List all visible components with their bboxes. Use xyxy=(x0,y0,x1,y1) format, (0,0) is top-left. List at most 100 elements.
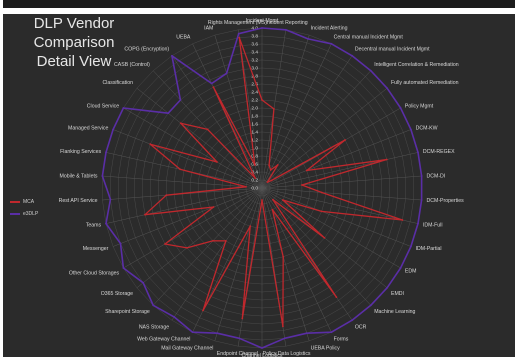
grid-spoke xyxy=(261,187,353,321)
data-point-e3dlp xyxy=(386,286,388,289)
tick-label: 1.8 xyxy=(251,114,258,120)
data-point-mca xyxy=(320,191,323,194)
data-point-e3dlp xyxy=(307,38,309,40)
data-point-mca xyxy=(212,239,214,242)
data-point-mca xyxy=(282,255,285,258)
category-label: Teams xyxy=(86,223,102,229)
chart-title-line: DLP Vendor xyxy=(33,15,115,32)
category-label: O365 Storage xyxy=(101,291,133,297)
grid-spoke xyxy=(261,152,419,189)
data-point-mca xyxy=(241,317,244,320)
tick-label: 1.0 xyxy=(251,146,258,152)
data-point-e3dlp xyxy=(171,54,173,57)
data-point-e3dlp xyxy=(369,304,372,307)
category-label: Policy Mgmt xyxy=(405,103,434,109)
data-point-e3dlp xyxy=(122,107,125,109)
tick-label: 3.0 xyxy=(251,66,258,72)
tick-label: 1.4 xyxy=(251,130,258,136)
grid-spoke xyxy=(261,187,422,201)
grid-spoke xyxy=(261,129,411,189)
data-point-e3dlp xyxy=(410,128,412,131)
data-point-mca xyxy=(212,86,215,88)
data-point-e3dlp xyxy=(417,151,419,154)
tick-label: 3.4 xyxy=(251,50,258,56)
data-point-mca xyxy=(401,219,404,221)
data-point-e3dlp xyxy=(351,319,353,322)
category-label: UEBA Policy xyxy=(311,346,341,352)
data-point-mca xyxy=(323,237,326,239)
data-point-e3dlp xyxy=(173,316,176,318)
category-label: Messenger xyxy=(83,246,109,252)
category-label: COPG (Encryption) xyxy=(124,47,169,53)
data-point-mca xyxy=(186,247,188,249)
data-point-e3dlp xyxy=(420,175,423,177)
data-point-e3dlp xyxy=(283,337,286,340)
category-label: Sharepoint Storage xyxy=(105,309,150,315)
grid-spoke xyxy=(261,187,419,224)
data-point-e3dlp xyxy=(105,151,107,154)
data-point-e3dlp xyxy=(122,267,125,269)
data-point-mca xyxy=(270,179,273,182)
category-label: Incident Alerting xyxy=(311,25,348,31)
category-label: Rest API Service xyxy=(59,198,98,204)
grid-spoke xyxy=(237,187,263,347)
data-point-e3dlp xyxy=(191,331,194,334)
data-point-mca xyxy=(164,243,166,245)
data-point-mca xyxy=(272,198,274,201)
grid-spoke xyxy=(123,107,263,189)
data-point-e3dlp xyxy=(261,347,263,349)
grid-spoke xyxy=(214,187,263,341)
category-label: IDM-Full xyxy=(423,223,443,229)
category-label: IDM-Partial xyxy=(416,246,442,252)
data-point-mca xyxy=(225,240,227,242)
chart-title: DLP Vendor Comparison Detail View xyxy=(14,14,134,71)
tick-label: 3.2 xyxy=(251,58,258,64)
data-point-mca xyxy=(216,161,218,163)
data-point-e3dlp xyxy=(417,222,419,225)
legend-item-e3dlp: e3DLP xyxy=(10,208,38,220)
top-bar xyxy=(3,0,515,8)
category-label: Incident Mgmt xyxy=(246,18,279,24)
data-point-e3dlp xyxy=(237,32,240,35)
data-point-mca xyxy=(273,108,275,110)
category-label: Other Cloud Storages xyxy=(69,271,120,277)
data-point-mca xyxy=(266,181,269,184)
grid-spoke xyxy=(153,187,263,306)
data-point-mca xyxy=(301,184,303,186)
category-label: NAS Storage xyxy=(139,324,169,330)
tick-label: 3.8 xyxy=(251,34,258,40)
data-point-mca xyxy=(206,128,209,131)
grid-spoke xyxy=(102,175,263,189)
category-label: DCM-Properties xyxy=(427,198,465,204)
grid-spoke xyxy=(261,187,310,341)
legend-item-mca: MCA xyxy=(10,196,38,208)
category-label: UEBA xyxy=(176,34,191,40)
legend-swatch-mca xyxy=(10,201,20,203)
category-label: IAM xyxy=(204,25,213,31)
data-point-mca xyxy=(320,210,323,213)
grid-spoke xyxy=(105,187,263,224)
data-point-e3dlp xyxy=(284,28,287,31)
grid-spoke xyxy=(123,187,263,269)
grid-spoke xyxy=(136,88,263,189)
data-point-e3dlp xyxy=(101,175,104,177)
data-point-mca xyxy=(268,164,270,167)
category-label: Web Gateway Channel xyxy=(137,337,190,343)
data-point-e3dlp xyxy=(167,112,170,115)
data-point-mca xyxy=(245,185,247,188)
category-label: Endpoint Channel xyxy=(217,351,258,357)
data-point-mca xyxy=(238,36,241,39)
data-point-mca xyxy=(254,164,256,167)
tick-label: 2.4 xyxy=(251,90,258,96)
grid-spoke xyxy=(171,187,263,321)
data-point-e3dlp xyxy=(410,245,412,248)
category-label: Rights Management (MS) xyxy=(208,20,267,26)
data-point-e3dlp xyxy=(119,242,122,245)
grid-spoke xyxy=(113,129,263,189)
data-point-mca xyxy=(344,139,346,141)
tick-label: 4.0 xyxy=(251,26,258,32)
data-point-e3dlp xyxy=(109,198,112,201)
data-point-mca xyxy=(271,208,274,211)
